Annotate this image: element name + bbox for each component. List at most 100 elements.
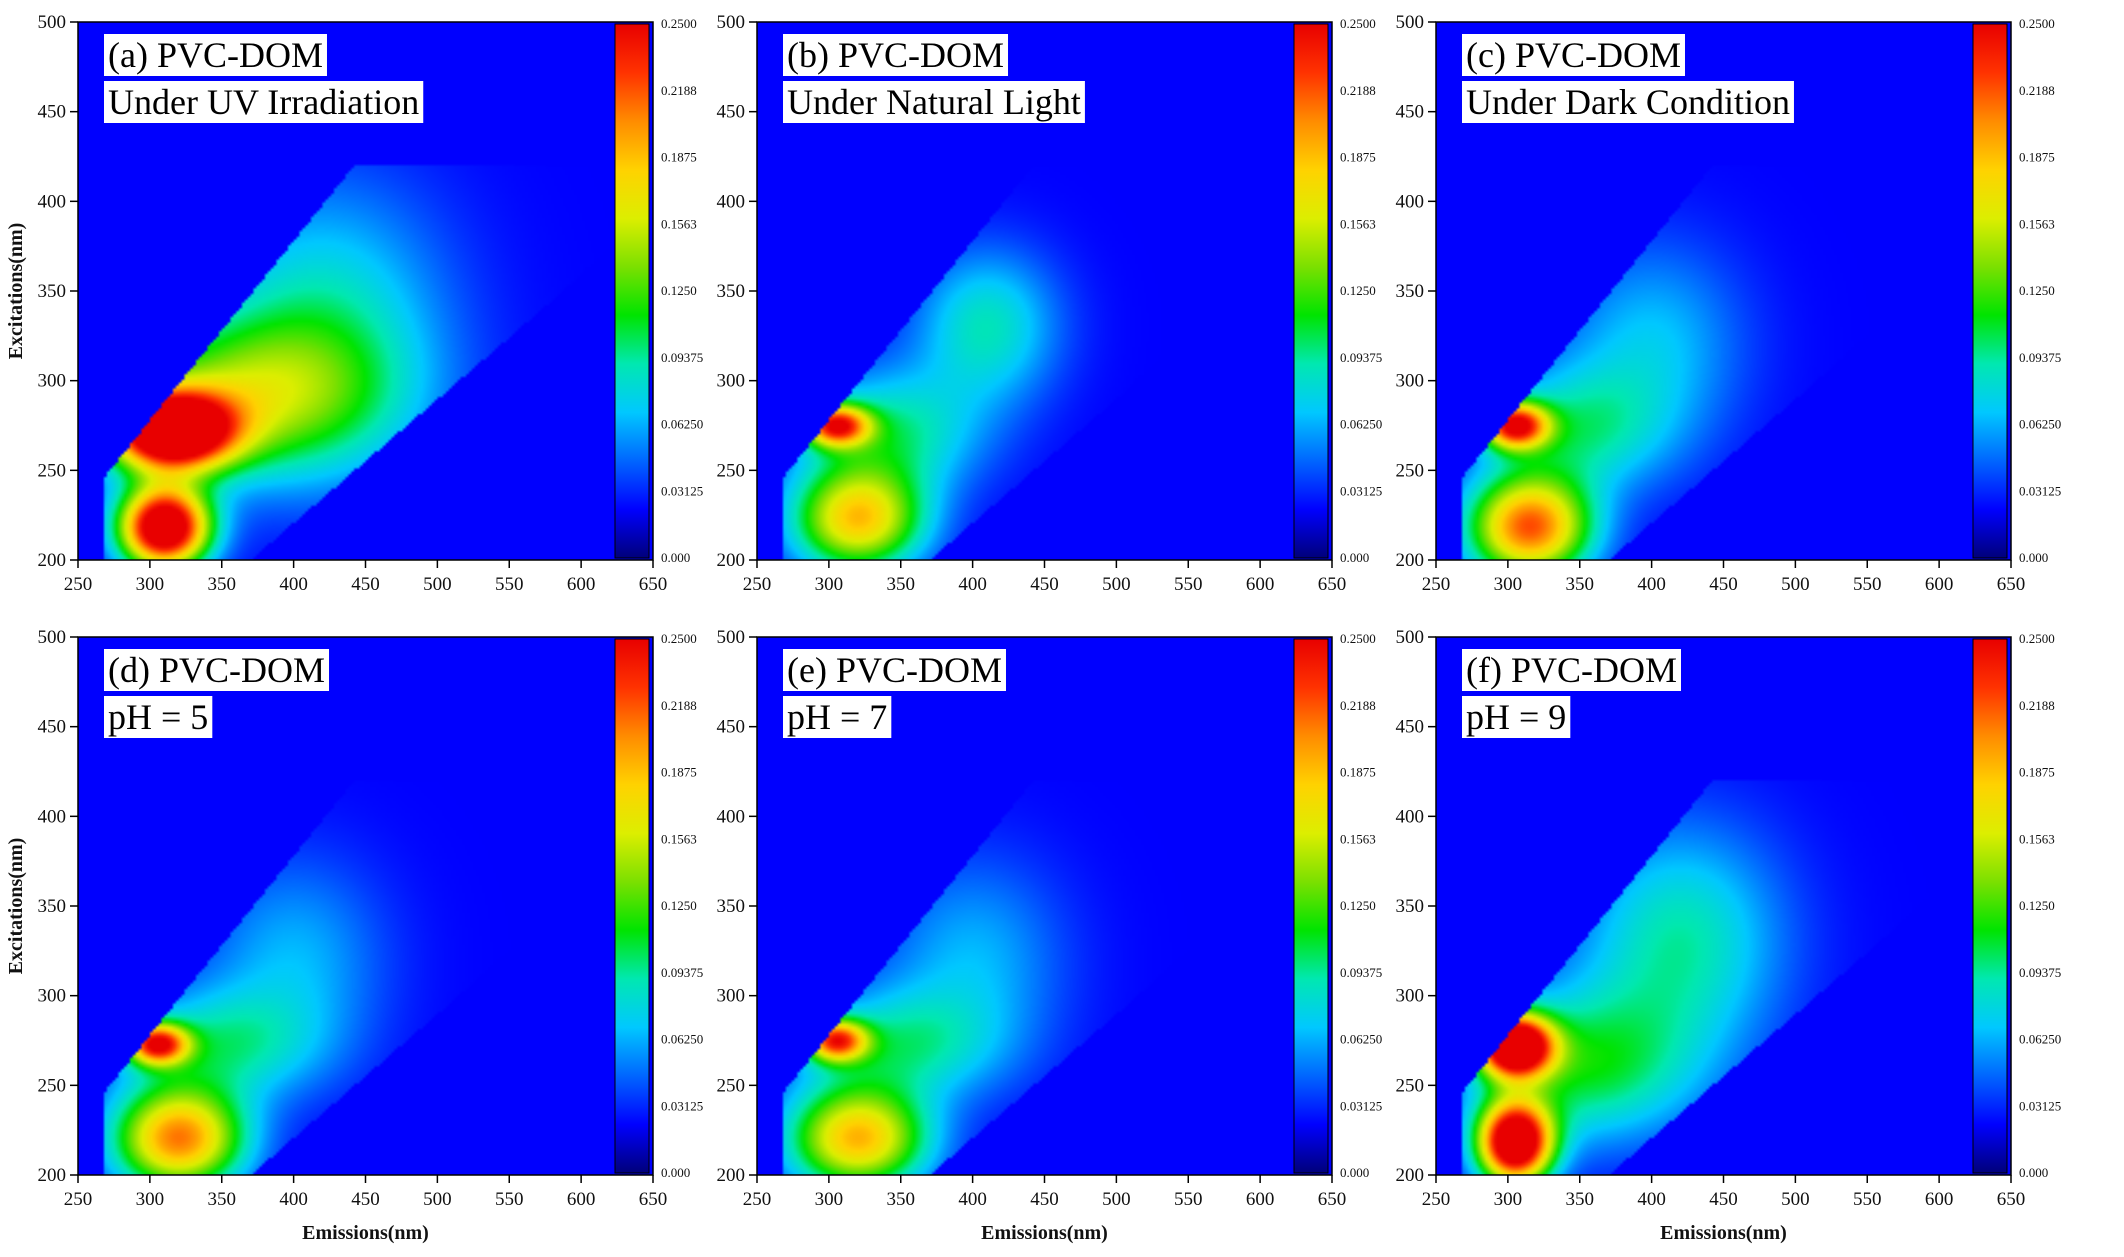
x-tick-label: 300 bbox=[136, 574, 165, 595]
x-tick-label: 250 bbox=[1422, 574, 1451, 595]
panel-title: (a) PVC-DOM bbox=[108, 35, 323, 75]
x-axis-label: Emissions(nm) bbox=[302, 1222, 429, 1244]
x-axis-label: Emissions(nm) bbox=[981, 1222, 1108, 1244]
y-tick-label: 200 bbox=[38, 1165, 67, 1186]
title-background bbox=[104, 696, 213, 738]
eem-panel-a: 250 300 350 400 450 500 550 600 650 200 250 300 350 4… bbox=[5, 12, 703, 595]
y-tick-label: 350 bbox=[717, 281, 746, 302]
colorbar-tick-label: 0.03125 bbox=[1340, 483, 1382, 498]
colorbar-tick-label: 0.1250 bbox=[2019, 898, 2055, 913]
colorbar-tick-label: 0.06250 bbox=[2019, 417, 2061, 432]
x-tick-label: 550 bbox=[1174, 574, 1203, 595]
colorbar-tick-label: 0.1875 bbox=[661, 150, 697, 165]
y-tick-label: 450 bbox=[1396, 717, 1425, 738]
y-tick-label: 350 bbox=[38, 281, 67, 302]
title-background bbox=[1462, 696, 1571, 738]
x-tick-label: 550 bbox=[1174, 1189, 1203, 1210]
y-tick-label: 250 bbox=[1396, 1075, 1425, 1096]
x-tick-label: 400 bbox=[958, 1189, 987, 1210]
y-tick-label: 500 bbox=[717, 12, 746, 33]
x-tick-label: 500 bbox=[423, 574, 452, 595]
x-tick-label: 650 bbox=[1997, 1189, 2026, 1210]
x-tick-label: 400 bbox=[1637, 574, 1666, 595]
colorbar-tick-label: 0.1875 bbox=[1340, 765, 1376, 780]
y-tick-label: 400 bbox=[38, 806, 67, 827]
colorbar-tick-label: 0.1563 bbox=[2019, 216, 2055, 231]
colorbar-tick-label: 0.03125 bbox=[661, 1098, 703, 1113]
eem-panel-e: 250 300 350 400 450 500 550 600 650 200 250 300 350 4… bbox=[717, 627, 1383, 1244]
colorbar-tick-label: 0.000 bbox=[661, 550, 690, 565]
colorbar bbox=[1293, 638, 1329, 1174]
panel-subtitle: pH = 9 bbox=[1466, 697, 1566, 737]
colorbar-tick-label: 0.2188 bbox=[2019, 83, 2055, 98]
title-background bbox=[783, 649, 1006, 691]
panel-subtitle: Under Natural Light bbox=[787, 82, 1081, 122]
x-tick-label: 500 bbox=[1102, 1189, 1131, 1210]
colorbar-tick-label: 0.1875 bbox=[661, 765, 697, 780]
x-tick-label: 350 bbox=[1566, 1189, 1595, 1210]
x-tick-label: 550 bbox=[495, 1189, 524, 1210]
panel-title: (f) PVC-DOM bbox=[1466, 650, 1677, 690]
x-tick-label: 600 bbox=[567, 574, 596, 595]
eem-panel-b: 250 300 350 400 450 500 550 600 650 200 250 300 350 4… bbox=[717, 12, 1383, 595]
y-tick-label: 200 bbox=[1396, 1165, 1425, 1186]
colorbar-tick-label: 0.06250 bbox=[2019, 1032, 2061, 1047]
colorbar-tick-label: 0.2500 bbox=[2019, 16, 2055, 31]
x-axis-label: Emissions(nm) bbox=[1660, 1222, 1787, 1244]
y-tick-label: 500 bbox=[38, 627, 67, 648]
eem-panel-f: 250 300 350 400 450 500 550 600 650 200 250 300 350 4… bbox=[1396, 627, 2062, 1244]
x-tick-label: 550 bbox=[1853, 1189, 1882, 1210]
x-tick-label: 300 bbox=[1494, 574, 1523, 595]
x-tick-label: 650 bbox=[1997, 574, 2026, 595]
x-tick-label: 250 bbox=[743, 574, 772, 595]
y-tick-label: 500 bbox=[1396, 12, 1425, 33]
x-tick-label: 450 bbox=[1709, 1189, 1738, 1210]
title-background bbox=[1462, 81, 1794, 123]
y-tick-label: 250 bbox=[38, 1075, 67, 1096]
title-background bbox=[783, 81, 1085, 123]
x-tick-label: 650 bbox=[639, 574, 668, 595]
x-tick-label: 350 bbox=[208, 574, 237, 595]
colorbar-tick-label: 0.000 bbox=[2019, 1165, 2048, 1180]
y-tick-label: 400 bbox=[38, 191, 67, 212]
y-tick-label: 450 bbox=[38, 717, 67, 738]
y-tick-label: 300 bbox=[717, 986, 746, 1007]
colorbar-tick-label: 0.000 bbox=[661, 1165, 690, 1180]
x-tick-label: 600 bbox=[1246, 1189, 1275, 1210]
x-tick-label: 250 bbox=[743, 1189, 772, 1210]
y-tick-label: 450 bbox=[38, 102, 67, 123]
x-tick-label: 350 bbox=[208, 1189, 237, 1210]
title-background bbox=[104, 649, 330, 691]
y-tick-label: 450 bbox=[717, 717, 746, 738]
eem-panel-d: 250 300 350 400 450 500 550 600 650 200 250 300 350 4… bbox=[5, 627, 703, 1244]
colorbar-tick-label: 0.1563 bbox=[661, 831, 697, 846]
title-background bbox=[783, 696, 892, 738]
y-tick-label: 300 bbox=[38, 986, 67, 1007]
y-tick-label: 500 bbox=[1396, 627, 1425, 648]
x-tick-label: 600 bbox=[1925, 574, 1954, 595]
y-tick-label: 250 bbox=[717, 1075, 746, 1096]
colorbar-tick-label: 0.1250 bbox=[1340, 898, 1376, 913]
x-tick-label: 450 bbox=[351, 574, 380, 595]
y-tick-label: 350 bbox=[1396, 281, 1425, 302]
colorbar-tick-label: 0.2500 bbox=[661, 631, 697, 646]
colorbar-tick-label: 0.1875 bbox=[2019, 765, 2055, 780]
y-tick-label: 350 bbox=[1396, 896, 1425, 917]
colorbar-tick-label: 0.06250 bbox=[661, 1032, 703, 1047]
colorbar-tick-label: 0.1250 bbox=[661, 898, 697, 913]
panel-subtitle: Under Dark Condition bbox=[1466, 82, 1790, 122]
y-tick-label: 500 bbox=[717, 627, 746, 648]
x-tick-label: 550 bbox=[1853, 574, 1882, 595]
colorbar bbox=[1972, 638, 2008, 1174]
colorbar-tick-label: 0.1250 bbox=[661, 283, 697, 298]
colorbar-tick-label: 0.1563 bbox=[1340, 216, 1376, 231]
colorbar-tick-label: 0.000 bbox=[1340, 1165, 1369, 1180]
colorbar-tick-label: 0.2500 bbox=[1340, 631, 1376, 646]
x-tick-label: 500 bbox=[1781, 574, 1810, 595]
x-tick-label: 400 bbox=[279, 1189, 308, 1210]
colorbar-tick-label: 0.1563 bbox=[1340, 831, 1376, 846]
panel-title: (b) PVC-DOM bbox=[787, 35, 1004, 75]
panel-subtitle: pH = 5 bbox=[108, 697, 208, 737]
x-tick-label: 400 bbox=[1637, 1189, 1666, 1210]
title-background bbox=[783, 34, 1009, 76]
